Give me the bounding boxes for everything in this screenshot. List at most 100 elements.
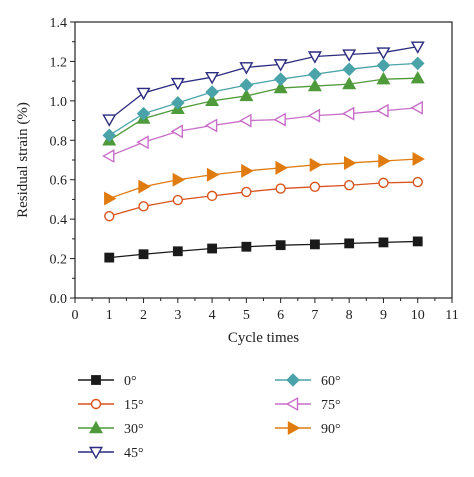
data-point [412,176,423,188]
series-line [109,240,418,259]
data-point [310,239,320,250]
series-1 [104,176,423,222]
data-point [102,128,117,143]
legend-label: 45° [124,446,144,461]
y-tick-label: 0.6 [50,174,68,189]
data-point [138,249,149,260]
legend-marker [89,420,103,434]
y-tick-label: 1.2 [50,55,68,70]
data-point [410,56,425,71]
data-point [205,93,220,107]
data-point [273,72,288,86]
data-point [342,76,357,90]
data-point [273,80,288,94]
x-axis-title: Cycle times [228,330,299,346]
data-point [241,241,252,252]
legend-item: 45° [78,446,144,461]
data-point [241,186,252,198]
y-tick-label: 1.4 [50,16,68,31]
legend-marker [286,373,300,387]
data-point [309,157,323,172]
data-point [412,236,423,247]
data-point [275,183,286,194]
series-0 [104,236,423,263]
data-point [410,41,425,54]
data-point [342,62,356,77]
y-tick-label: 1.0 [50,95,68,110]
legend-marker [91,375,101,385]
legend-label: 30° [124,422,144,437]
data-point [309,181,321,193]
data-point [104,210,115,222]
data-point [136,106,151,121]
data-point [308,67,322,82]
data-point [378,177,389,189]
legend-label: 75° [321,398,341,413]
axes: 0 1 2 3 4 5 6 7 8 9 10 11 0.0 0.2 0.4 0.6 0.8 1.0 1.2 1.4 [50,16,459,323]
data-point [171,96,185,110]
data-point [410,100,423,115]
y-tick-label: 0.0 [50,292,68,307]
data-point [376,71,391,85]
data-point [378,237,389,248]
data-point [273,59,288,72]
data-point [343,155,357,170]
data-point [412,152,425,167]
data-point [136,87,151,101]
data-point [172,172,186,187]
data-point [239,62,254,75]
series-6 [104,152,425,206]
series-line [108,77,418,141]
data-point [206,167,220,182]
x-tick-label: 0 [72,308,79,323]
y-tick-label: 0.4 [50,213,68,228]
legend-label: 60° [321,374,341,389]
data-point [102,149,115,164]
data-point [138,201,149,212]
x-tick-label: 11 [445,308,458,323]
data-point [275,240,286,251]
data-point [170,77,185,91]
data-point [342,49,357,62]
legend-label: 15° [124,398,144,413]
data-point [205,71,220,85]
x-tick-label: 8 [346,308,353,323]
data-point [170,124,184,139]
data-point [241,163,254,178]
series-line [109,107,418,157]
data-point [307,78,322,92]
legend-marker [89,446,103,460]
y-tick-label: 0.2 [50,253,68,268]
x-tick-label: 6 [277,308,284,323]
legend-marker [90,398,102,410]
data-point [172,246,183,257]
legend-item: 60° [275,373,341,389]
x-tick-label: 9 [380,308,387,323]
x-tick-label: 3 [174,308,181,323]
data-point [376,47,391,60]
series-line [109,181,418,217]
data-point [172,194,184,206]
legend-item: 30° [78,420,144,437]
legend-marker [287,421,301,435]
data-point [341,106,355,121]
data-point [138,179,151,194]
x-tick-label: 5 [243,308,250,323]
data-point [307,108,321,123]
legend-item: 0° [78,374,137,389]
data-point [104,252,115,263]
data-point [239,88,254,102]
data-point [275,160,288,175]
data-point [104,191,117,206]
data-point [343,180,355,191]
series-line [108,62,418,136]
series-3 [102,41,425,127]
legend-item: 75° [275,397,341,413]
legend: 0° 15° 30° 45° 60° 75° 90° [78,373,341,461]
data-point [136,135,149,150]
x-tick-label: 10 [411,308,425,323]
legend-item: 15° [78,398,144,413]
series-line [108,46,418,121]
